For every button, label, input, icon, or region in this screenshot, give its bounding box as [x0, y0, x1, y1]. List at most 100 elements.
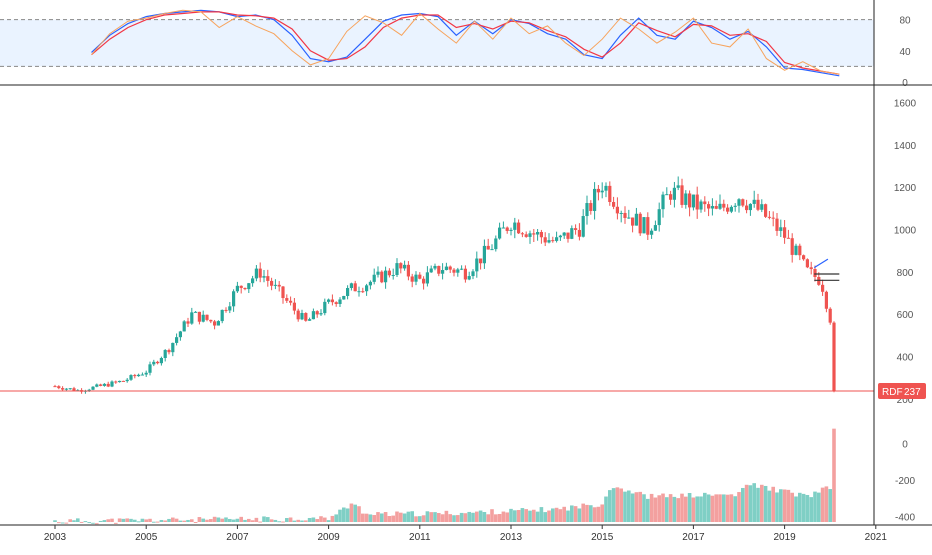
- volume-bar: [539, 507, 544, 522]
- candle-up: [672, 187, 676, 200]
- volume-bar: [410, 511, 414, 522]
- candle-down: [623, 212, 627, 218]
- volume-bar: [247, 518, 251, 522]
- volume-bar: [801, 493, 806, 522]
- candle-up: [327, 299, 331, 302]
- candle-up: [159, 357, 163, 364]
- candle-down: [824, 291, 828, 309]
- volume-bar: [266, 517, 270, 522]
- oscillator-panel[interactable]: 80 40 0: [0, 9, 911, 89]
- candle-down: [61, 388, 65, 390]
- time-tick-label: 2013: [500, 532, 523, 543]
- volume-bar: [600, 504, 604, 522]
- candle-down: [612, 201, 616, 207]
- candle-down: [156, 361, 160, 364]
- candle-up: [201, 314, 205, 322]
- time-tick-label: 2021: [865, 532, 888, 543]
- volume-bar: [775, 492, 779, 522]
- volume-bar: [779, 489, 783, 522]
- volume-bar: [699, 496, 703, 522]
- volume-bar: [805, 494, 810, 522]
- candle-up: [319, 313, 323, 315]
- candle-up: [729, 206, 733, 212]
- candle-up: [509, 229, 513, 231]
- candle-down: [315, 311, 319, 315]
- candle-down: [802, 255, 806, 260]
- candle-down: [695, 194, 699, 210]
- volume-bar: [361, 513, 365, 522]
- volume-bar: [672, 496, 677, 522]
- volume-bar: [205, 519, 209, 522]
- trend-line: [813, 258, 829, 269]
- candle-up: [171, 342, 175, 353]
- time-axis[interactable]: 2003 2005 2007 2009 2011 2013 2015 2017 2019 2021: [44, 525, 887, 543]
- time-tick-label: 2011: [409, 532, 431, 543]
- candle-up: [235, 285, 239, 292]
- volume-bar: [524, 509, 528, 522]
- volume-bar: [596, 506, 601, 522]
- volume-bar: [649, 493, 654, 522]
- candle-up: [95, 384, 99, 387]
- candle-down: [517, 222, 521, 234]
- candle-up: [691, 194, 695, 208]
- candle-down: [756, 199, 760, 210]
- oscillator-tick-label: 0: [902, 78, 908, 89]
- candle-down: [596, 188, 600, 193]
- candle-up: [178, 331, 182, 338]
- candle-down: [205, 314, 209, 320]
- volume-bar: [79, 521, 84, 523]
- candle-down: [437, 265, 441, 274]
- volume-bar: [167, 518, 171, 522]
- volume-bar: [277, 521, 281, 523]
- candle-up: [216, 321, 220, 326]
- candle-down: [270, 280, 274, 286]
- candle-up: [547, 240, 551, 243]
- candle-up: [87, 389, 91, 391]
- volume-bar: [307, 517, 312, 522]
- volume-bar: [657, 495, 661, 522]
- candle-up: [760, 204, 764, 210]
- candle-down: [741, 199, 745, 206]
- candle-up: [657, 209, 661, 226]
- candle-down: [289, 300, 293, 303]
- volume-bar: [482, 512, 487, 522]
- volume-tick-label: -200: [895, 476, 915, 487]
- volume-bar: [771, 486, 775, 522]
- volume-bar: [110, 518, 114, 522]
- volume-bar: [463, 513, 468, 522]
- candle-up: [190, 312, 194, 324]
- candle-down: [330, 299, 334, 303]
- candle-down: [353, 283, 357, 292]
- candle-down: [520, 233, 524, 235]
- oscillator-band: [0, 19, 874, 67]
- candle-up: [125, 379, 129, 382]
- candle-up: [634, 213, 638, 226]
- candle-up: [414, 274, 418, 282]
- volume-bar: [744, 484, 749, 522]
- time-tick-label: 2017: [682, 532, 705, 543]
- candle-down: [57, 386, 61, 389]
- volume-bar: [611, 488, 616, 522]
- volume-bar: [714, 494, 718, 522]
- price-panel[interactable]: 1600 1400 1200 1000 800 600 400 200 RDF 237: [0, 99, 926, 406]
- volume-bar: [501, 511, 506, 522]
- volume-bar: [790, 492, 794, 522]
- candle-up: [357, 291, 361, 293]
- candle-down: [669, 194, 673, 200]
- volume-bar: [630, 493, 635, 522]
- candle-down: [638, 213, 642, 234]
- volume-bar: [368, 514, 373, 522]
- volume-bar: [737, 492, 741, 522]
- volume-bar: [471, 512, 475, 522]
- volume-bar: [562, 506, 566, 522]
- volume-bar: [338, 509, 342, 522]
- volume-bar: [87, 522, 91, 524]
- volume-bar: [402, 513, 407, 522]
- candle-up: [494, 238, 498, 250]
- volume-bar: [437, 512, 441, 522]
- candle-down: [745, 205, 749, 211]
- volume-bar: [554, 507, 559, 522]
- candle-down: [680, 185, 684, 205]
